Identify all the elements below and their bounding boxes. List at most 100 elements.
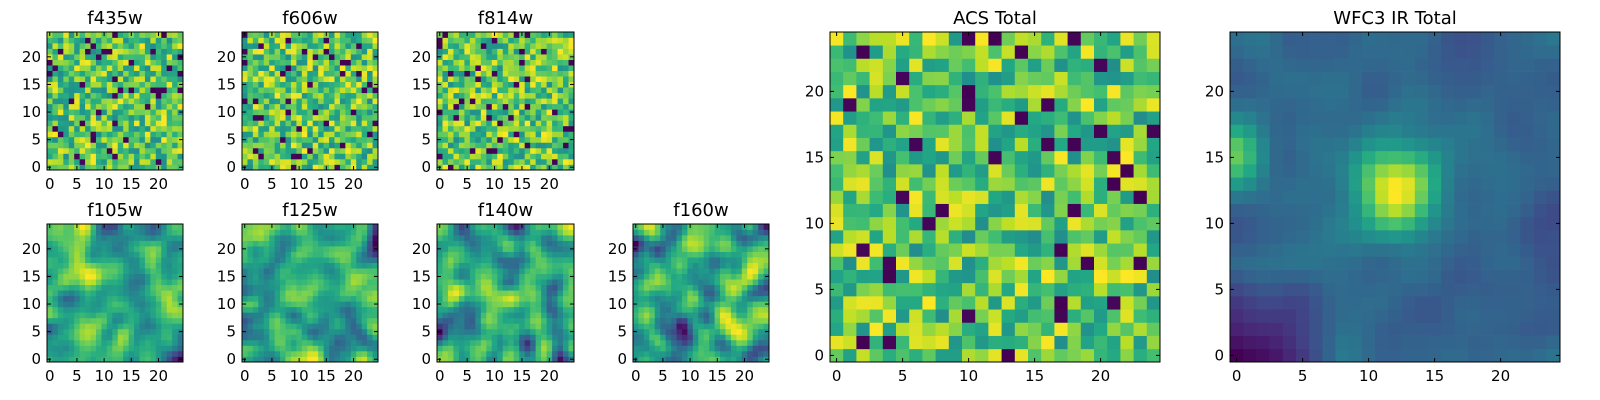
heatmap-cell bbox=[263, 273, 270, 280]
heatmap-cell bbox=[252, 76, 259, 83]
heatmap-cell bbox=[106, 136, 113, 143]
heatmap-cell bbox=[546, 257, 553, 263]
heatmap-cell bbox=[367, 32, 373, 38]
heatmap-cell bbox=[79, 120, 86, 127]
heatmap-cell bbox=[1094, 348, 1108, 363]
heatmap-cell bbox=[676, 317, 683, 324]
heatmap-cell bbox=[52, 350, 59, 357]
heatmap-cell bbox=[68, 109, 75, 116]
heatmap-cell bbox=[312, 158, 319, 165]
heatmap-cell bbox=[134, 120, 140, 127]
heatmap-cell bbox=[177, 131, 184, 138]
heatmap-cell bbox=[730, 284, 737, 291]
heatmap-cell bbox=[90, 323, 97, 330]
heatmap-cell bbox=[101, 339, 108, 346]
heatmap-cell bbox=[361, 334, 368, 341]
heatmap-cell bbox=[909, 203, 923, 218]
heatmap-cell bbox=[638, 301, 645, 308]
heatmap-cell bbox=[252, 153, 259, 160]
heatmap-cell bbox=[68, 32, 75, 38]
heatmap-cell bbox=[752, 235, 759, 241]
heatmap-cell bbox=[568, 257, 575, 263]
heatmap-cell bbox=[166, 323, 173, 330]
heatmap-cell bbox=[508, 32, 515, 38]
heatmap-cell bbox=[247, 32, 254, 38]
heatmap-cell bbox=[1001, 216, 1016, 231]
heatmap-cell bbox=[1041, 203, 1055, 218]
heatmap-cell bbox=[47, 323, 53, 330]
x-tick-label: 5 bbox=[462, 367, 472, 385]
heatmap-cell bbox=[535, 125, 542, 132]
heatmap-cell bbox=[654, 251, 661, 258]
heatmap-cell bbox=[258, 103, 265, 110]
heatmap-cell bbox=[101, 306, 108, 313]
heatmap-cell bbox=[458, 98, 465, 105]
heatmap-cell bbox=[242, 251, 248, 258]
heatmap-cell bbox=[453, 136, 460, 143]
heatmap-cell bbox=[458, 120, 465, 127]
heatmap-cell bbox=[85, 131, 91, 138]
heatmap-cell bbox=[497, 350, 504, 357]
heatmap-cell bbox=[654, 345, 661, 352]
heatmap-cell bbox=[563, 54, 569, 60]
heatmap-cell bbox=[557, 334, 564, 341]
heatmap-cell bbox=[1067, 335, 1082, 350]
heatmap-cell bbox=[535, 257, 542, 263]
heatmap-cell bbox=[117, 301, 124, 308]
heatmap-cell bbox=[52, 235, 59, 241]
heatmap-cell bbox=[469, 334, 476, 341]
heatmap-cell bbox=[123, 131, 129, 138]
heatmap-cell bbox=[1014, 296, 1029, 310]
heatmap-cell bbox=[134, 246, 140, 252]
heatmap-cell bbox=[1107, 309, 1121, 323]
heatmap-cell bbox=[318, 317, 324, 324]
heatmap-cell bbox=[491, 87, 498, 94]
heatmap-cell bbox=[1001, 282, 1016, 297]
heatmap-cell bbox=[144, 323, 151, 330]
heatmap-cell bbox=[307, 164, 314, 171]
heatmap-cell bbox=[552, 350, 558, 357]
heatmap-cell bbox=[568, 350, 575, 357]
heatmap-cell bbox=[541, 295, 547, 302]
heatmap-cell bbox=[68, 76, 75, 83]
heatmap-cell bbox=[301, 317, 308, 324]
heatmap-cell bbox=[563, 70, 569, 77]
heatmap-cell bbox=[79, 345, 86, 352]
heatmap-cell bbox=[909, 348, 923, 363]
heatmap-cell bbox=[524, 48, 531, 55]
heatmap-cell bbox=[962, 269, 976, 284]
heatmap-cell bbox=[524, 164, 531, 171]
heatmap-cell bbox=[150, 125, 157, 132]
heatmap-cell bbox=[469, 268, 476, 275]
heatmap-cell bbox=[486, 147, 493, 154]
heatmap-cell bbox=[497, 120, 504, 127]
heatmap-cell bbox=[63, 32, 70, 38]
heatmap-cell bbox=[535, 109, 542, 116]
heatmap-cell bbox=[57, 76, 64, 83]
heatmap-cell bbox=[329, 317, 335, 324]
heatmap-cell bbox=[464, 240, 471, 247]
heatmap-cell bbox=[709, 301, 715, 308]
heatmap-cell bbox=[909, 335, 923, 350]
heatmap-cell bbox=[79, 109, 86, 116]
heatmap-cell bbox=[63, 98, 70, 105]
heatmap-cell bbox=[367, 312, 373, 319]
heatmap-cell bbox=[139, 224, 146, 230]
heatmap-cell bbox=[988, 348, 1002, 363]
heatmap-cell bbox=[372, 98, 379, 105]
heatmap-cell bbox=[134, 59, 140, 66]
heatmap-cell bbox=[177, 43, 184, 49]
heatmap-cell bbox=[541, 345, 547, 352]
heatmap-cell bbox=[442, 268, 449, 275]
heatmap-cell bbox=[155, 87, 162, 94]
heatmap-cell bbox=[166, 273, 173, 280]
heatmap-cell bbox=[155, 290, 162, 297]
heatmap-cell bbox=[367, 120, 373, 127]
heatmap-cell bbox=[1146, 282, 1161, 297]
heatmap-cell bbox=[329, 48, 335, 55]
heatmap-cell bbox=[106, 87, 113, 94]
heatmap-cell bbox=[318, 87, 324, 94]
heatmap-cell bbox=[285, 37, 292, 44]
heatmap-cell bbox=[345, 103, 352, 110]
heatmap-cell bbox=[497, 251, 504, 258]
